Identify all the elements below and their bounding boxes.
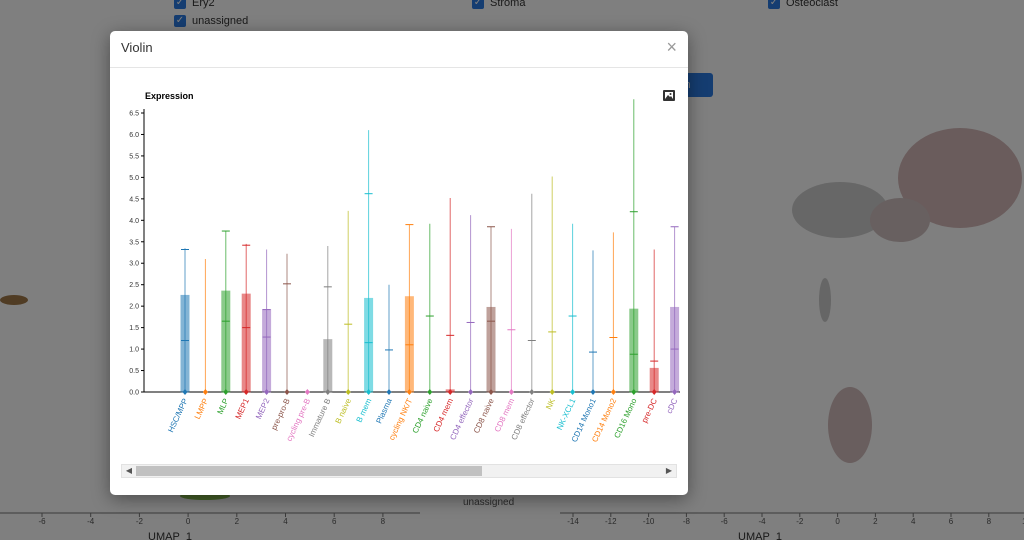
modal-title: Violin	[121, 40, 153, 55]
base-marker	[284, 389, 290, 395]
base-marker	[672, 389, 678, 395]
base-marker	[325, 389, 331, 395]
base-marker	[590, 389, 596, 395]
base-marker	[366, 389, 372, 395]
violin-15: CD8 naive	[472, 226, 496, 435]
violin-14: CD4 effector	[448, 215, 476, 441]
chart-svg: Expression 0.0 0.5 1.0 1.5 2.0 2.5 3.0 3.5 4.0 4.…	[129, 90, 680, 444]
category-label: NK	[544, 396, 557, 410]
category-label: CD8 mem	[493, 397, 517, 434]
y-tick-label: 2.0	[129, 304, 139, 311]
category-label: pre-pro-B	[269, 397, 291, 431]
category-label: CD4 mem	[432, 397, 456, 434]
scroll-left-icon[interactable]: ◀	[125, 466, 133, 475]
category-label: NK-XCL1	[555, 397, 578, 432]
category-label: MEP2	[254, 397, 272, 421]
violin-21: CD14 Mono2	[590, 232, 618, 444]
violin-4: MEP2	[254, 249, 272, 421]
violin-10: Plasma	[374, 284, 394, 425]
box-bar	[486, 306, 496, 393]
y-tick-label: 0.5	[129, 368, 139, 375]
category-label: pre-DC	[640, 397, 659, 424]
modal-header: Violin ×	[110, 31, 688, 68]
base-marker	[202, 389, 208, 395]
base-marker	[570, 389, 576, 395]
horizontal-scrollbar[interactable]: ◀ ▶	[121, 464, 677, 478]
base-marker	[427, 389, 433, 395]
y-tick-label: 3.0	[129, 261, 139, 268]
base-marker	[488, 389, 494, 395]
violin-22: CD16 Mono	[612, 99, 639, 440]
violin-8: B naive	[334, 210, 354, 425]
base-marker	[610, 389, 616, 395]
base-marker	[549, 389, 555, 395]
box-bar	[629, 308, 639, 393]
y-tick-label: 4.0	[129, 218, 139, 225]
box-bar	[221, 290, 231, 393]
base-marker	[651, 389, 657, 395]
y-tick-label: 5.5	[129, 153, 139, 160]
violin-11: cycling NK/T	[387, 224, 414, 442]
category-label: cDC	[665, 397, 680, 415]
base-marker	[243, 389, 249, 395]
y-tick-label: 0.0	[129, 390, 139, 397]
base-marker	[264, 389, 270, 395]
y-tick-label: 5.0	[129, 175, 139, 182]
violin-5: pre-pro-B	[269, 253, 292, 431]
violin-18: NK	[544, 176, 557, 411]
y-tick-label: 6.0	[129, 132, 139, 139]
y-tick-label: 4.5	[129, 196, 139, 203]
violin-2: MLP	[216, 230, 231, 416]
base-marker	[508, 389, 514, 395]
violin-9: B mem	[355, 130, 374, 424]
base-marker	[223, 389, 229, 395]
category-label: MEP1	[234, 397, 252, 421]
base-marker	[304, 389, 310, 395]
box-bar	[649, 367, 659, 393]
category-label: B naive	[334, 397, 354, 425]
violin-16: CD8 mem	[493, 228, 517, 434]
y-tick-label: 2.5	[129, 282, 139, 289]
box-bar	[323, 339, 333, 393]
violin-0: HSC/MPP	[166, 248, 190, 434]
violin-chart: Expression 0.0 0.5 1.0 1.5 2.0 2.5 3.0 3.5 4.0 4.…	[110, 68, 688, 463]
box-bar	[364, 297, 374, 393]
box-bar	[180, 294, 190, 393]
violin-13: CD4 mem	[432, 197, 456, 434]
chart-title: Expression	[145, 91, 194, 101]
y-tick-label: 1.0	[129, 347, 139, 354]
scroll-right-icon[interactable]: ▶	[665, 466, 673, 475]
violin-24: cDC	[665, 226, 680, 415]
base-marker	[182, 389, 188, 395]
base-marker	[529, 389, 535, 395]
y-tick-label: 1.5	[129, 325, 139, 332]
base-marker	[406, 389, 412, 395]
category-label: LMPP	[193, 397, 210, 421]
base-marker	[631, 389, 637, 395]
category-label: MLP	[216, 397, 231, 416]
violin-19: NK-XCL1	[555, 223, 578, 432]
violin-20: CD14 Mono1	[570, 250, 598, 444]
violin-3: MEP1	[234, 243, 252, 421]
scrollbar-thumb[interactable]	[136, 466, 482, 476]
box-bar	[241, 293, 251, 393]
category-label: HSC/MPP	[166, 397, 190, 434]
violin-1: LMPP	[193, 258, 210, 421]
base-marker	[468, 389, 474, 395]
violin-12: CD4 naive	[411, 223, 435, 435]
box-bar	[262, 309, 272, 393]
violin-23: pre-DC	[640, 249, 659, 424]
violin-modal: Violin × Expression 0.0 0.5 1.0 1.5 2.0 2.5 3.…	[110, 31, 688, 495]
base-marker	[447, 389, 453, 395]
category-label: Plasma	[374, 397, 394, 425]
base-marker	[345, 389, 351, 395]
close-icon[interactable]: ×	[666, 37, 677, 57]
y-tick-label: 6.5	[129, 111, 139, 118]
base-marker	[386, 389, 392, 395]
violin-7: Immature B	[307, 246, 333, 438]
category-label: B mem	[355, 397, 374, 424]
y-tick-label: 3.5	[129, 239, 139, 246]
box-bar	[670, 306, 680, 393]
download-image-icon[interactable]	[663, 90, 675, 101]
